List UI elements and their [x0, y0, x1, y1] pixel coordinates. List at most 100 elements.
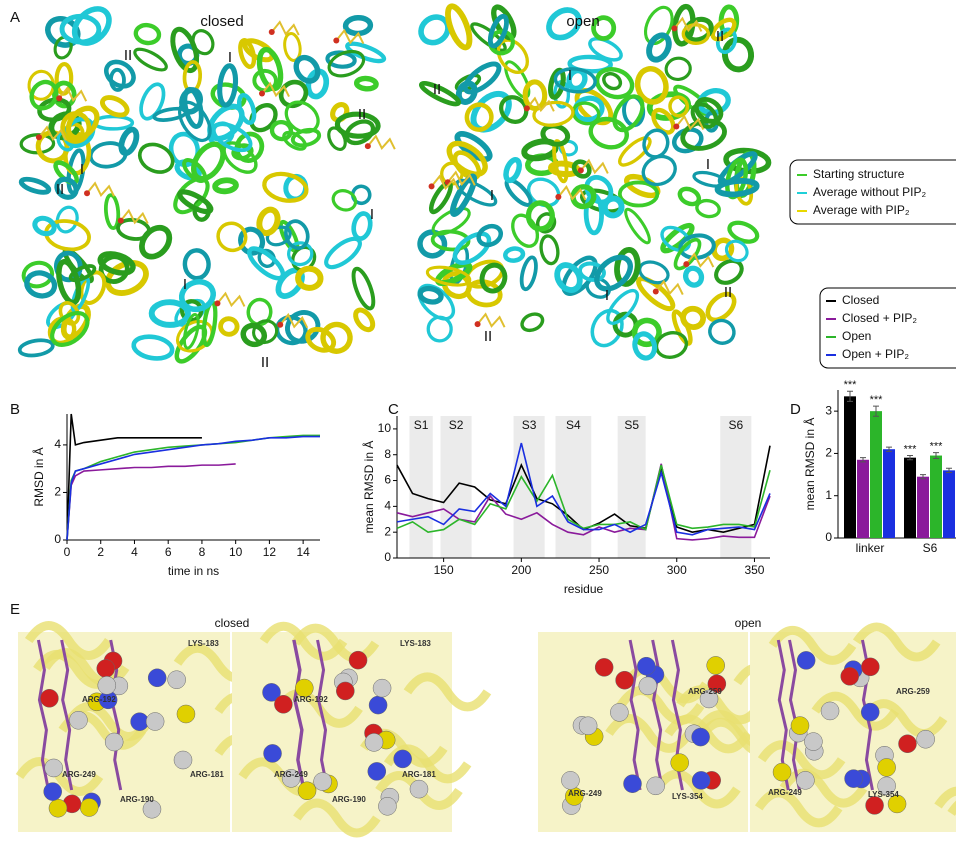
- atom-sphere: [176, 704, 196, 724]
- region-shade: [409, 416, 433, 558]
- x-tick-label: 4: [131, 545, 138, 559]
- x-tick-label: 250: [589, 563, 609, 577]
- atom-sphere: [796, 651, 816, 670]
- lipid-stick: [60, 639, 74, 791]
- y-tick-label: 4: [54, 437, 61, 451]
- helix: [417, 285, 444, 305]
- helix: [327, 49, 366, 78]
- helix: [177, 189, 214, 215]
- atom-sphere: [79, 798, 99, 817]
- helix: [179, 87, 203, 115]
- helix: [673, 237, 702, 271]
- helix: [59, 13, 102, 45]
- helix: [445, 3, 473, 51]
- atom-sphere: [861, 657, 880, 677]
- lipid-head: [35, 134, 42, 141]
- render-bg: [232, 632, 452, 832]
- lipid: [673, 16, 703, 33]
- atom-sphere: [578, 716, 598, 736]
- helix: [601, 195, 625, 219]
- atom-sphere: [594, 658, 614, 677]
- protein-structure: [17, 6, 396, 364]
- significance: ***: [870, 394, 884, 406]
- lipid: [685, 252, 715, 268]
- lipid-head: [523, 105, 530, 112]
- region-label: S6: [728, 418, 743, 432]
- helix-ribbon: [779, 768, 868, 808]
- y-axis-title: mean RMSD in Å: [802, 418, 817, 511]
- helix: [79, 270, 107, 305]
- helix-ribbon: [259, 621, 348, 661]
- series-line: [396, 442, 771, 536]
- atom-sphere: [173, 750, 193, 770]
- atom-sphere: [313, 772, 332, 791]
- site-label: I: [183, 276, 187, 293]
- site-label: I: [490, 187, 494, 204]
- error-bar: [873, 405, 879, 417]
- lipid: [526, 96, 555, 113]
- helix: [594, 254, 633, 292]
- y-tick-label: 2: [54, 485, 61, 499]
- helix: [334, 111, 381, 139]
- helix: [532, 100, 575, 127]
- helix-ribbon: [403, 672, 492, 712]
- helix-ribbon: [24, 621, 113, 660]
- atom-sphere: [297, 781, 317, 801]
- helix: [642, 128, 670, 159]
- helix: [476, 223, 504, 248]
- helix: [54, 176, 79, 200]
- site-label: I: [80, 161, 84, 178]
- helix: [646, 32, 672, 63]
- helix: [727, 220, 760, 244]
- helix: [118, 126, 140, 157]
- helix: [554, 262, 583, 293]
- helix-ribbon: [676, 685, 764, 725]
- atom-sphere: [372, 678, 392, 698]
- closeup-render: [538, 632, 821, 832]
- lipid: [38, 125, 67, 142]
- helix: [455, 80, 478, 105]
- significance: ***: [930, 440, 944, 452]
- helix: [21, 260, 55, 289]
- lipid-stick: [316, 639, 329, 791]
- atom-sphere: [364, 733, 384, 752]
- helix: [710, 17, 737, 42]
- y-tick-label: 4: [384, 499, 391, 513]
- y-tick-label: 1: [825, 488, 832, 502]
- helix: [217, 63, 239, 108]
- helix: [570, 184, 597, 210]
- helix: [218, 316, 240, 337]
- helix: [293, 54, 321, 84]
- helix: [104, 59, 136, 89]
- helix: [520, 312, 545, 333]
- x-tick-label: 12: [263, 545, 277, 559]
- bar: [904, 457, 916, 538]
- y-tick-label: 2: [825, 446, 832, 460]
- helix: [714, 178, 760, 198]
- helix-ribbon: [852, 622, 941, 662]
- helix: [282, 130, 308, 151]
- lipid-stick: [292, 639, 306, 791]
- region-shade: [720, 416, 752, 558]
- view-title: open: [735, 616, 762, 630]
- series-line: [66, 413, 202, 541]
- site-label: I: [370, 206, 374, 223]
- x-axis-title: time in ns: [168, 564, 219, 578]
- helix: [284, 100, 320, 134]
- helix: [256, 46, 284, 92]
- lipid-head: [673, 123, 680, 130]
- error-bar: [920, 474, 926, 480]
- helix: [588, 37, 623, 62]
- helix: [638, 260, 670, 285]
- atom-sphere: [898, 734, 917, 754]
- significance: ***: [904, 443, 918, 455]
- atom-sphere: [104, 732, 124, 752]
- helix: [426, 315, 453, 343]
- lipid-head: [259, 90, 266, 97]
- helix: [552, 139, 569, 184]
- helix-ribbon: [653, 769, 741, 809]
- y-axis-title: RMSD in Å: [31, 447, 46, 506]
- atom-sphere: [167, 670, 186, 689]
- helix: [133, 22, 162, 46]
- helix: [327, 126, 347, 152]
